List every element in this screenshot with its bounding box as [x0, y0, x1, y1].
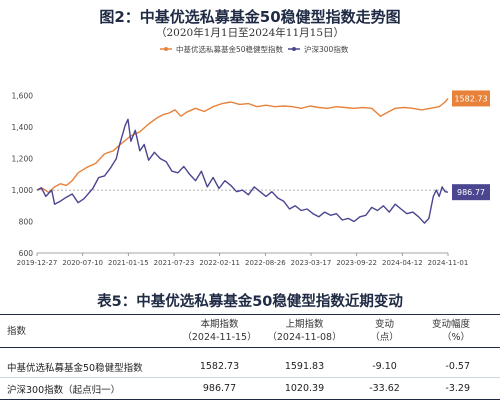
- x-tick-label: 2024-11-01: [428, 259, 469, 267]
- end-value-label: 986.77: [457, 188, 485, 197]
- y-tick-label: 800: [19, 218, 34, 227]
- change-table: 指数 本期指数 （2024-11-15） 上期指数 （2024-11-08） 变动（…: [0, 314, 500, 400]
- y-tick-label: 600: [19, 249, 34, 258]
- x-tick-label: 2021-01-15: [108, 259, 149, 267]
- x-tick-label: 2022-08-26: [245, 259, 286, 267]
- row-previous: 1591.83: [262, 356, 347, 378]
- legend-label: 沪深300指数: [304, 44, 349, 54]
- table-row: 沪深300指数（起点归一） 986.77 1020.39 -33.62 -3.2…: [0, 377, 500, 400]
- series-line-csi300: [36, 118, 449, 224]
- legend-label: 中基优选私募基金50稳健型指数: [176, 44, 284, 54]
- series-line-fund-index: [36, 97, 449, 194]
- end-value-box: [452, 90, 490, 107]
- header-previous: 上期指数 （2024-11-08）: [262, 314, 347, 348]
- y-tick-label: 1,600: [12, 92, 34, 101]
- legend-marker: [164, 47, 168, 51]
- row-change-pct: -3.29: [422, 377, 500, 400]
- row-change-pct: -0.57: [422, 356, 500, 378]
- table-title: 表5：中基优选私募基金50稳健型指数近期变动: [97, 294, 403, 310]
- header-current: 本期指数 （2024-11-15）: [177, 314, 262, 348]
- header-change-pct: 变动幅度 （%）: [422, 314, 500, 348]
- row-name: 沪深300指数（起点归一）: [0, 377, 177, 400]
- x-tick-label: 2019-12-27: [17, 259, 58, 267]
- table-row: 中基优选私募基金50稳健型指数 1582.73 1591.83 -9.10 -0…: [0, 356, 500, 378]
- row-current: 1582.73: [177, 356, 262, 378]
- y-tick-label: 1,400: [12, 123, 34, 132]
- x-tick-label: 2024-04-12: [382, 259, 423, 267]
- row-change: -9.10: [347, 356, 422, 378]
- y-tick-label: 1,000: [12, 186, 34, 195]
- x-tick-label: 2023-09-22: [336, 259, 377, 267]
- x-tick-label: 2021-07-23: [154, 259, 195, 267]
- y-tick-label: 1,200: [12, 155, 34, 164]
- line-chart: 中基优选私募基金50稳健型指数 沪深300指数 600 800 1,000 1,200 1,…: [12, 44, 490, 267]
- header-change: 变动 （点）: [347, 314, 422, 348]
- header-index: 指数: [0, 314, 177, 348]
- x-tick-label: 2023-03-17: [291, 259, 332, 267]
- legend-marker: [292, 47, 296, 51]
- row-name: 中基优选私募基金50稳健型指数: [0, 356, 177, 378]
- x-tick-label: 2022-02-11: [199, 259, 240, 267]
- figure-title: 图2：中基优选私募基金50稳健型指数走势图: [99, 8, 401, 26]
- row-current: 986.77: [177, 377, 262, 400]
- end-value-box: [452, 184, 490, 201]
- end-value-label: 1582.73: [454, 94, 487, 103]
- figure-subtitle: （2020年1月1日至2024年11月15日）: [155, 27, 345, 39]
- x-tick-label: 2020-07-10: [62, 259, 103, 267]
- table-header-row: 指数 本期指数 （2024-11-15） 上期指数 （2024-11-08） 变动（…: [0, 314, 500, 348]
- row-previous: 1020.39: [262, 377, 347, 400]
- row-change: -33.62: [347, 377, 422, 400]
